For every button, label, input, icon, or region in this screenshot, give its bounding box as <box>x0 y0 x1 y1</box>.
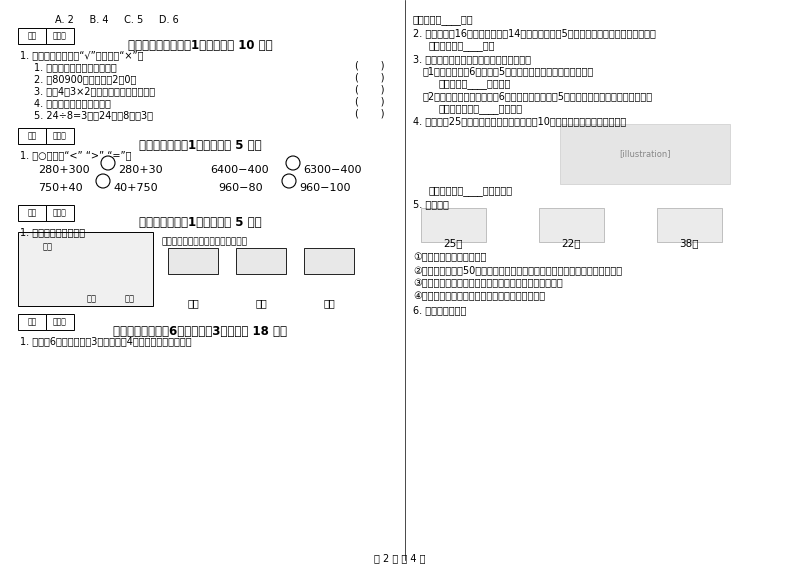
Text: 评卷人: 评卷人 <box>53 208 67 218</box>
Text: 40+750: 40+750 <box>113 183 158 193</box>
Text: (       ): ( ) <box>355 61 385 71</box>
Bar <box>46 205 74 221</box>
Text: 得分: 得分 <box>27 132 37 141</box>
Text: 3. 比较下面两道题，选择合适的方法解答。: 3. 比较下面两道题，选择合适的方法解答。 <box>413 54 531 64</box>
Text: [illustration]: [illustration] <box>619 150 670 159</box>
Text: 评卷人: 评卷人 <box>53 32 67 41</box>
Text: （2）有两张饭桌，一张需配6把椅子，另一张需配5把椅子，一共需要配多少把椅子？: （2）有两张饭桌，一张需配6把椅子，另一张需配5把椅子，一共需要配多少把椅子？ <box>423 91 653 101</box>
Text: （1）一张饭桌配6把椅子，5张这样的饭桌需要配多少把椅子？: （1）一张饭桌配6把椅子，5张这样的饭桌需要配多少把椅子？ <box>423 66 594 76</box>
Text: 1. 电风扇的转动是旋转现象。: 1. 电风扇的转动是旋转现象。 <box>34 62 117 72</box>
Text: 六、比一比（共1大题，共计 5 分）: 六、比一比（共1大题，共计 5 分） <box>138 139 262 152</box>
Text: 6400−400: 6400−400 <box>210 165 269 175</box>
Text: 七、连一连（共1大题，共计 5 分）: 七、连一连（共1大题，共计 5 分） <box>138 216 262 229</box>
Text: 280+300: 280+300 <box>38 165 90 175</box>
Text: 评卷人: 评卷人 <box>53 318 67 327</box>
Text: 5. 24÷8=3读作24除以8等于3。: 5. 24÷8=3读作24除以8等于3。 <box>34 110 153 120</box>
Text: 750+40: 750+40 <box>38 183 82 193</box>
Bar <box>46 314 74 330</box>
Text: 小虹: 小虹 <box>187 298 199 308</box>
Text: 评卷人: 评卷人 <box>53 132 67 141</box>
Bar <box>18 205 46 221</box>
Text: 请你连一连，下面分别是谁看到的？: 请你连一连，下面分别是谁看到的？ <box>162 237 248 246</box>
Text: 答：需要配____把椅子。: 答：需要配____把椅子。 <box>439 79 511 89</box>
Text: 1. 判断题。（对的打“√”，错的打“×”）: 1. 判断题。（对的打“√”，错的打“×”） <box>20 50 143 60</box>
Text: (       ): ( ) <box>355 73 385 83</box>
Bar <box>304 248 354 274</box>
Bar <box>18 128 46 144</box>
Text: 2. 操场上原有16个同学，又来照14个，这些同学每5个一组做游戏，可以分成多少组？: 2. 操场上原有16个同学，又来照14个，这些同学每5个一组做游戏，可以分成多少… <box>413 28 656 38</box>
Bar <box>539 208 604 242</box>
Text: 4. 四位数一定比三位数大。: 4. 四位数一定比三位数大。 <box>34 98 111 108</box>
Text: 6300−400: 6300−400 <box>303 165 362 175</box>
Text: 22元: 22元 <box>562 238 581 248</box>
Text: 5. 买东西。: 5. 买东西。 <box>413 199 449 209</box>
Bar <box>46 128 74 144</box>
Text: 1. 在○里填上“<” “>” “=”。: 1. 在○里填上“<” “>” “=”。 <box>20 150 131 160</box>
Text: 得分: 得分 <box>27 208 37 218</box>
Text: (       ): ( ) <box>355 97 385 107</box>
Text: 五、判断对与错（共1大题，共计 10 分）: 五、判断对与错（共1大题，共计 10 分） <box>128 39 272 52</box>
Bar <box>657 208 722 242</box>
Text: 960−80: 960−80 <box>218 183 262 193</box>
Bar <box>560 124 730 184</box>
Bar <box>236 248 286 274</box>
Bar <box>46 28 74 44</box>
Text: 第 2 页 共 4 页: 第 2 页 共 4 页 <box>374 553 426 563</box>
Text: 答：现在有____张。: 答：现在有____张。 <box>413 15 474 25</box>
Text: 6. 看图列式计算。: 6. 看图列式计算。 <box>413 305 466 315</box>
Bar <box>168 248 218 274</box>
Text: 小明: 小明 <box>125 294 135 303</box>
Text: 八、解决问题（共6小题，每颙3分，共计 18 分）: 八、解决问题（共6小题，每颙3分，共计 18 分） <box>113 325 287 338</box>
Text: A. 2     B. 4     C. 5     D. 6: A. 2 B. 4 C. 5 D. 6 <box>55 15 178 25</box>
Text: 1. 根据物体，连一连。: 1. 根据物体，连一连。 <box>20 227 85 237</box>
Text: 小车: 小车 <box>255 298 267 308</box>
Text: 小李: 小李 <box>87 294 97 303</box>
Bar <box>421 208 486 242</box>
Text: 960−100: 960−100 <box>299 183 350 193</box>
Text: (       ): ( ) <box>355 85 385 95</box>
Text: ①电吹风比手表贵多少錢？: ①电吹风比手表贵多少錢？ <box>413 252 486 262</box>
Text: 得分: 得分 <box>27 32 37 41</box>
Text: ③买一块手表，一个台灯和一个电吹风共需要花多少錢？: ③买一块手表，一个台灯和一个电吹风共需要花多少錢？ <box>413 278 562 288</box>
Text: 答：男生种了____棵向日葵。: 答：男生种了____棵向日葵。 <box>429 186 513 196</box>
Text: 答：一共需要配____把椅子。: 答：一共需要配____把椅子。 <box>439 104 523 114</box>
Text: 38元: 38元 <box>679 238 698 248</box>
Text: 小虹: 小虹 <box>43 242 53 251</box>
Text: 25元: 25元 <box>443 238 462 248</box>
Text: (       ): ( ) <box>355 109 385 119</box>
Text: ②小刚的妈妈带了50元錢，买一个电吹风和一个台灯，錢够吗？还差多少元？: ②小刚的妈妈带了50元錢，买一个电吹风和一个台灯，錢够吗？还差多少元？ <box>413 265 622 275</box>
Text: ④你还能提出什么数学问题？提出来，并解决它。: ④你还能提出什么数学问题？提出来，并解决它。 <box>413 291 545 301</box>
Text: 3. 计劗4＋3×2时，先算加法再算乘法。: 3. 计劗4＋3×2时，先算加法再算乘法。 <box>34 86 155 96</box>
Bar <box>18 314 46 330</box>
Text: 2. 读80900时，要读出2个0。: 2. 读80900时，要读出2个0。 <box>34 74 136 84</box>
Text: 得分: 得分 <box>27 318 37 327</box>
Text: 答：可以分成____组。: 答：可以分成____组。 <box>429 41 495 51</box>
Text: 4. 女生种ㅣ25棵向日葵，男生种的比女生多10棵，男生种了多少棵向日葵？: 4. 女生种ㅣ25棵向日葵，男生种的比女生多10棵，男生种了多少棵向日葵？ <box>413 116 626 126</box>
Bar <box>18 232 153 306</box>
Text: 280+30: 280+30 <box>118 165 162 175</box>
Text: 1. 小明有6套画片，每夹3张，又买来4张，问现在有多少张？: 1. 小明有6套画片，每夹3张，又买来4张，问现在有多少张？ <box>20 336 192 346</box>
Text: 小明: 小明 <box>323 298 335 308</box>
Bar <box>18 28 46 44</box>
